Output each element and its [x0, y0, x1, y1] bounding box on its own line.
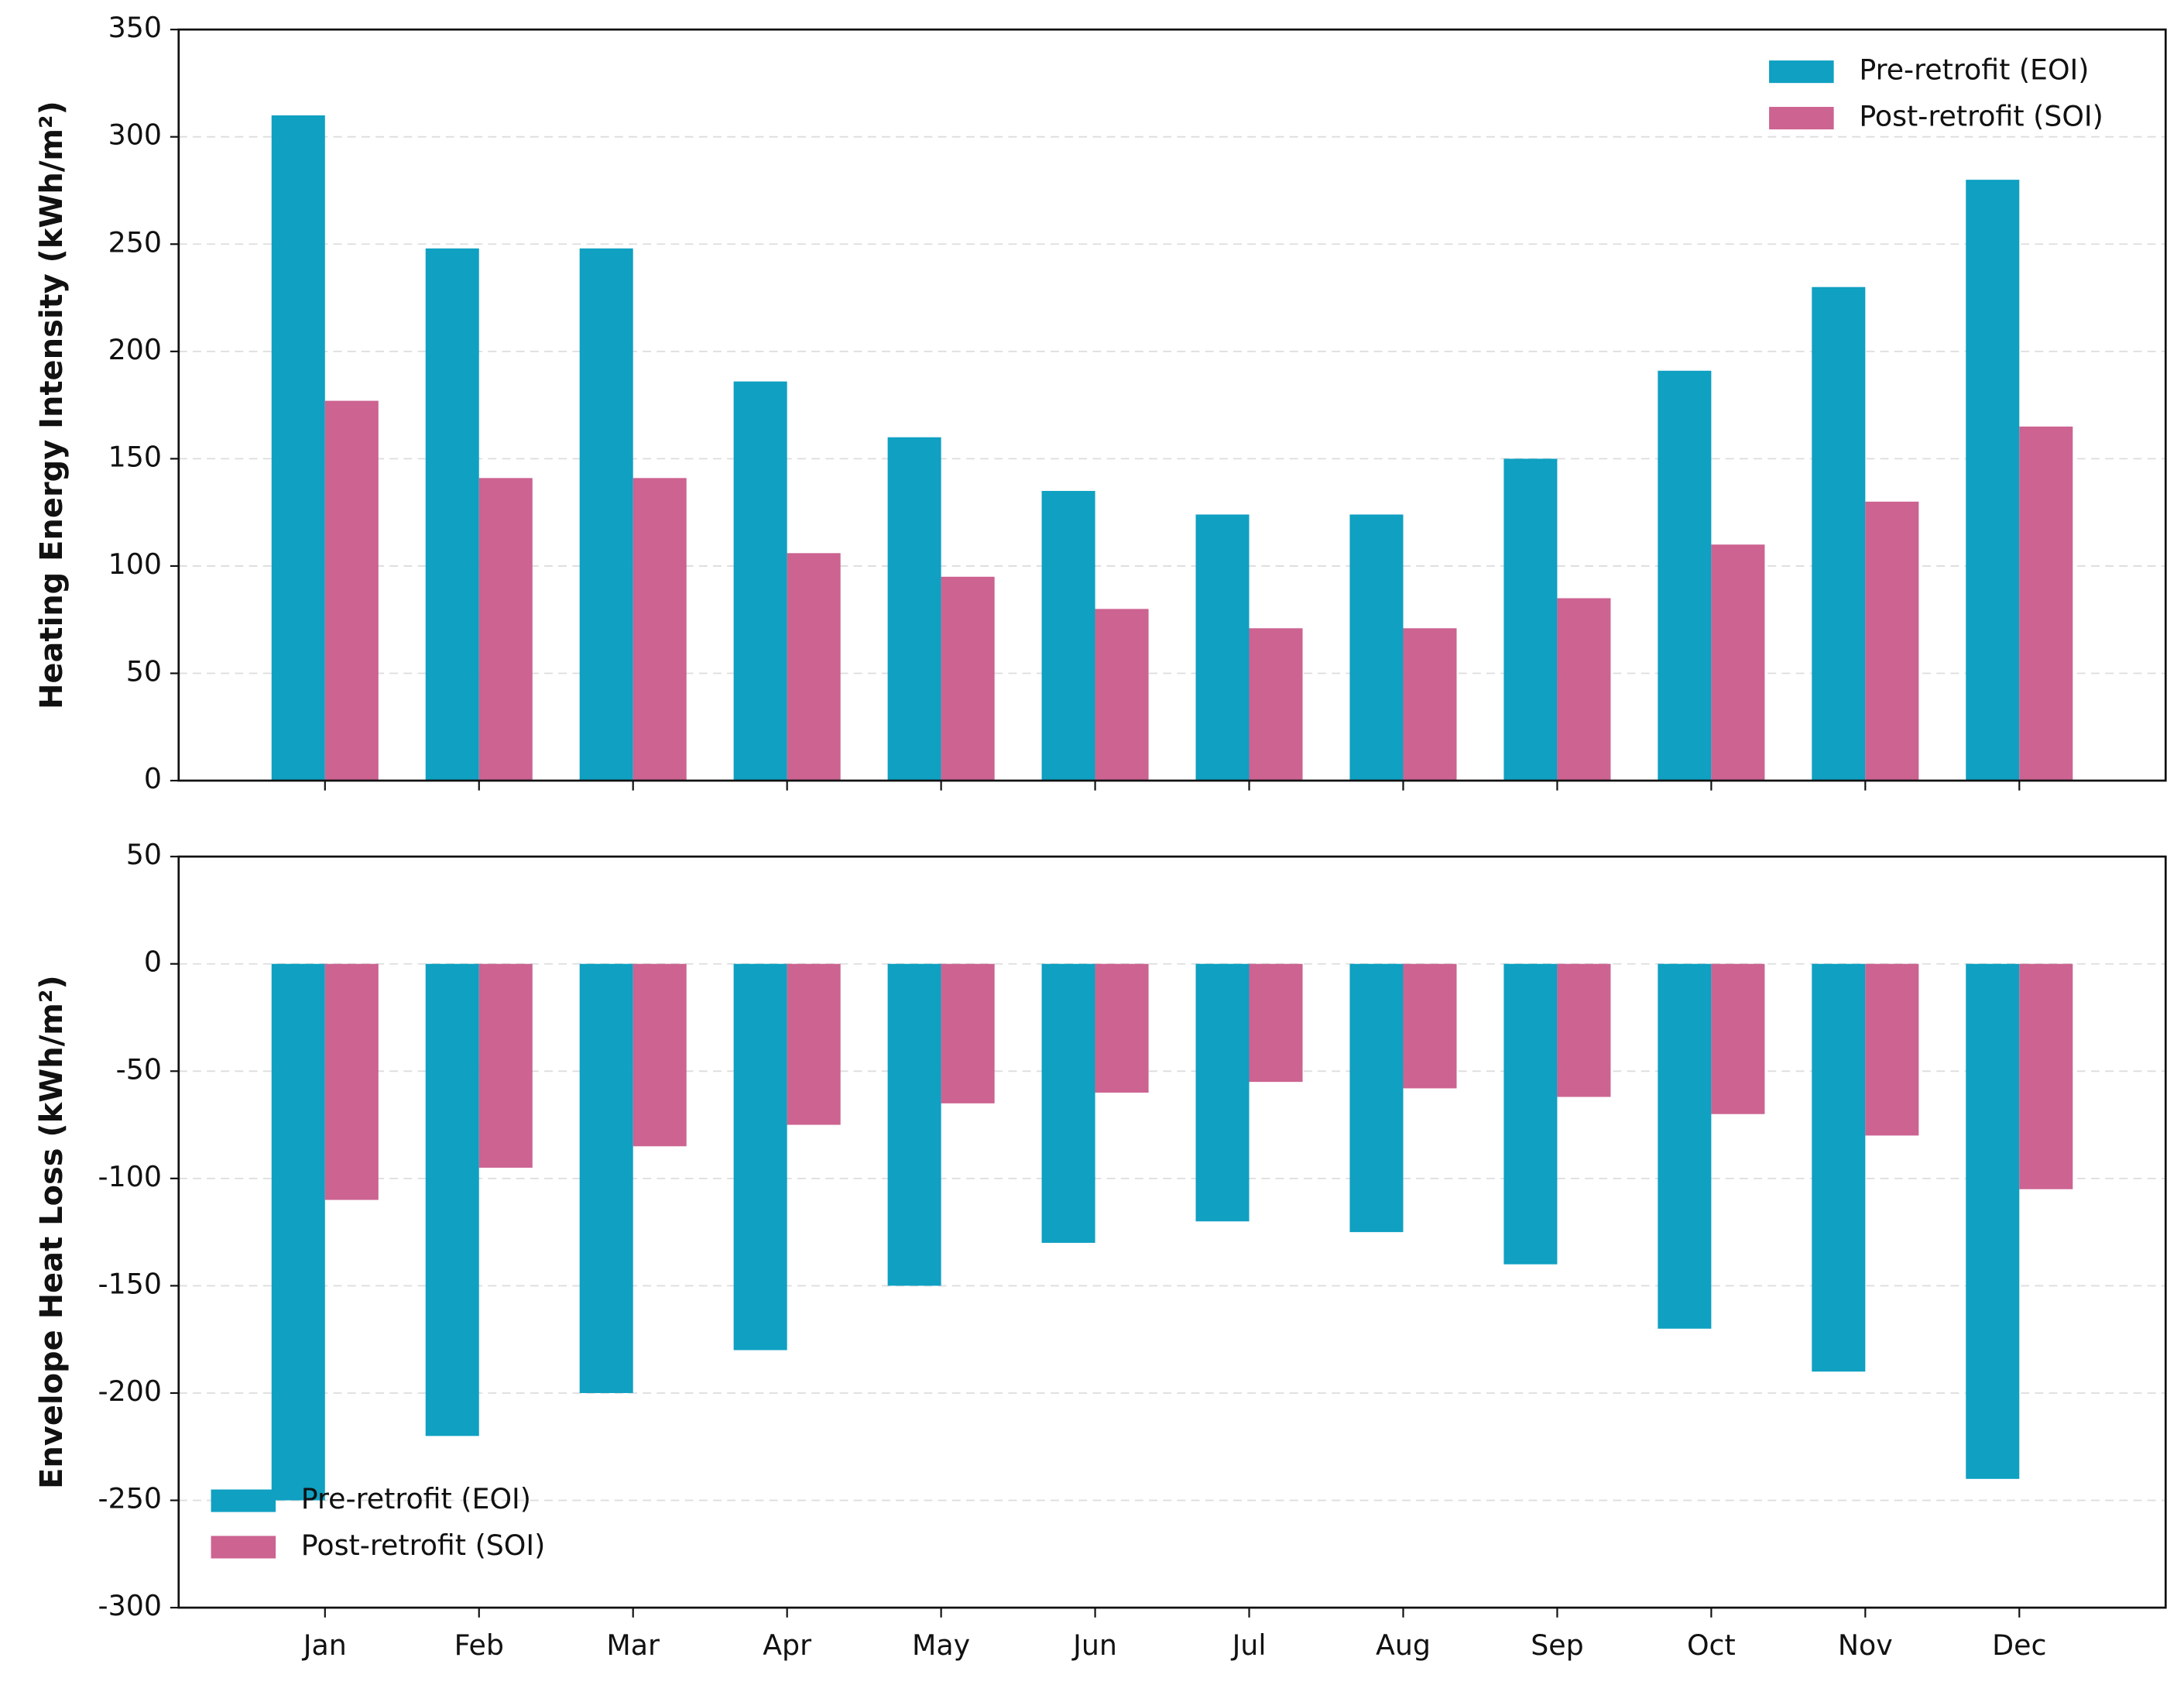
bar	[633, 963, 687, 1147]
bar	[1195, 963, 1250, 1222]
bar	[478, 478, 533, 781]
bar	[1041, 490, 1095, 781]
y-tick-label: -100	[98, 1160, 162, 1193]
bar	[733, 381, 787, 781]
bar	[1966, 963, 2020, 1479]
bar	[1812, 963, 1866, 1372]
x-tick-label: Mar	[606, 1628, 660, 1662]
bar	[633, 478, 687, 781]
x-tick-label: Jul	[1231, 1628, 1267, 1662]
y-tick-label: -150	[98, 1267, 162, 1300]
bar	[425, 248, 479, 781]
y-tick-label: 0	[144, 945, 162, 979]
y-tick-label: 300	[108, 118, 162, 152]
bar	[271, 115, 325, 781]
y-axis-label: Heating Energy Intensity (kWh/m²)	[34, 101, 70, 709]
bar	[1865, 963, 1919, 1136]
bar	[1658, 370, 1712, 781]
y-tick-label: 0	[144, 762, 162, 795]
bar	[579, 963, 633, 1393]
bar	[1095, 963, 1149, 1093]
bar	[271, 963, 325, 1501]
legend-swatch	[211, 1536, 276, 1559]
y-tick-label: -50	[116, 1052, 162, 1086]
legend-swatch	[1769, 107, 1834, 130]
bar	[1249, 628, 1303, 781]
bar	[787, 553, 841, 781]
bar	[1711, 544, 1765, 781]
legend-label: Post-retrofit (SOI)	[1859, 100, 2103, 133]
bar	[1503, 458, 1558, 781]
y-axis-label: Envelope Heat Loss (kWh/m²)	[34, 975, 70, 1489]
bar	[887, 437, 941, 781]
bar	[324, 400, 379, 781]
y-tick-label: -200	[98, 1374, 162, 1408]
y-tick-label: 50	[126, 655, 162, 688]
bar	[1403, 963, 1457, 1089]
x-tick-label: Oct	[1687, 1628, 1736, 1662]
bar	[1711, 963, 1765, 1114]
bar	[887, 963, 941, 1286]
bar	[1249, 963, 1303, 1083]
legend-label: Post-retrofit (SOI)	[301, 1529, 545, 1562]
bar	[1403, 628, 1457, 781]
x-tick-label: Jun	[1071, 1628, 1117, 1662]
bar	[941, 576, 995, 781]
x-tick-label: Apr	[763, 1628, 811, 1662]
bar	[941, 963, 995, 1103]
x-tick-label: Dec	[1992, 1628, 2046, 1662]
legend-label: Pre-retrofit (EOI)	[1859, 53, 2089, 87]
bar	[733, 963, 787, 1350]
y-tick-label: 50	[126, 838, 162, 871]
y-tick-label: 250	[108, 225, 162, 259]
x-tick-label: Sep	[1531, 1628, 1583, 1662]
bar	[1557, 598, 1611, 781]
bar	[478, 963, 533, 1168]
bar	[787, 963, 841, 1125]
bar	[1966, 180, 2020, 781]
bar	[1812, 287, 1866, 781]
bar	[1095, 609, 1149, 781]
y-tick-label: 150	[108, 440, 162, 473]
bar	[425, 963, 479, 1436]
axes-frame	[177, 855, 2167, 1609]
legend-label: Pre-retrofit (EOI)	[301, 1482, 531, 1515]
bar	[1349, 514, 1404, 781]
bar	[2019, 426, 2073, 781]
x-tick-label: Nov	[1838, 1628, 1893, 1662]
legend-swatch	[1769, 60, 1834, 84]
bar	[2019, 963, 2073, 1189]
y-tick-label: -250	[98, 1482, 162, 1515]
y-tick-label: 350	[108, 11, 162, 44]
x-tick-label: Aug	[1376, 1628, 1431, 1662]
legend-swatch	[211, 1489, 276, 1512]
y-tick-label: 100	[108, 547, 162, 581]
bar	[1349, 963, 1404, 1233]
axes-frame	[177, 28, 2167, 782]
bar	[1041, 963, 1095, 1243]
bar	[579, 248, 633, 781]
y-tick-label: -300	[98, 1589, 162, 1622]
bar	[1195, 514, 1250, 781]
y-tick-label: 200	[108, 333, 162, 366]
bar	[1865, 501, 1919, 781]
bar	[324, 963, 379, 1200]
x-tick-label: May	[912, 1628, 970, 1662]
bar	[1658, 963, 1712, 1329]
x-tick-label: Jan	[302, 1628, 347, 1662]
bar	[1503, 963, 1558, 1265]
x-tick-label: Feb	[454, 1628, 504, 1662]
bar	[1557, 963, 1611, 1097]
